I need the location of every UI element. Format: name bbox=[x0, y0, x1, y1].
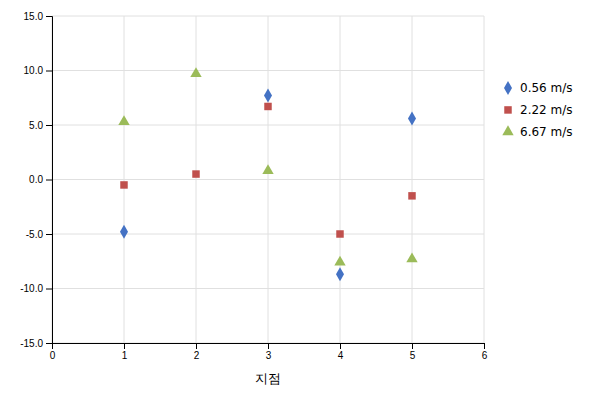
point bbox=[192, 170, 199, 177]
point bbox=[118, 115, 129, 125]
x-tick-label: 3 bbox=[266, 350, 272, 361]
y-tick-mark bbox=[46, 180, 52, 181]
legend-symbol bbox=[504, 106, 511, 113]
point bbox=[334, 256, 345, 266]
y-tick-label: 15.0 bbox=[24, 11, 44, 22]
x-tick-label: 1 bbox=[122, 350, 128, 361]
x-tick-mark bbox=[340, 343, 341, 349]
y-tick-label: -15.0 bbox=[20, 338, 43, 349]
y-axis: -15.0 -10.0 -5.0 0.0 5.0 10.0 15.0 bbox=[20, 11, 52, 349]
point bbox=[406, 253, 417, 263]
x-tick: 5 bbox=[410, 343, 416, 361]
grid-line-y bbox=[52, 179, 484, 180]
y-tick: -10.0 bbox=[20, 283, 52, 294]
legend-symbol bbox=[504, 81, 512, 95]
legend: 0.56 m/s 2.22 m/s 6.67 m/s bbox=[502, 81, 572, 139]
x-tick: 2 bbox=[194, 343, 200, 361]
series bbox=[120, 103, 415, 238]
y-axis-line bbox=[46, 17, 53, 344]
x-tick-label: 2 bbox=[194, 350, 200, 361]
y-tick-mark bbox=[46, 125, 52, 126]
y-tick-label: 0.0 bbox=[29, 174, 43, 185]
grid-line-y bbox=[52, 70, 484, 71]
x-tick-mark bbox=[196, 343, 197, 349]
point bbox=[336, 267, 344, 281]
legend-label: 6.67 m/s bbox=[520, 125, 573, 139]
y-tick-mark bbox=[46, 343, 52, 344]
legend-item: 2.22 m/s bbox=[504, 103, 572, 117]
legend-symbol bbox=[502, 125, 513, 135]
x-tick: 1 bbox=[122, 343, 128, 361]
x-tick: 3 bbox=[266, 343, 272, 361]
point bbox=[190, 67, 201, 77]
x-tick-mark bbox=[412, 343, 413, 349]
y-tick-mark bbox=[46, 289, 52, 290]
x-tick: 0 bbox=[50, 343, 56, 361]
x-tick-label: 5 bbox=[410, 350, 416, 361]
y-tick: 10.0 bbox=[24, 65, 52, 76]
x-tick-label: 0 bbox=[50, 350, 56, 361]
x-tick-label: 4 bbox=[338, 350, 344, 361]
point bbox=[262, 164, 273, 174]
point bbox=[120, 181, 127, 188]
legend-label: 2.22 m/s bbox=[520, 103, 573, 117]
y-tick-mark bbox=[46, 16, 52, 17]
plot: 0 1 2 3 4 5 6 -15.0 -10.0 -5.0 0.0 5.0 10.0 15.0 지점 bbox=[20, 11, 488, 386]
point bbox=[120, 225, 128, 239]
x-tick-mark bbox=[268, 343, 269, 349]
x-tick-label: 6 bbox=[482, 350, 488, 361]
x-tick-mark bbox=[484, 343, 485, 349]
y-tick-mark bbox=[46, 71, 52, 72]
point bbox=[264, 89, 272, 103]
point bbox=[408, 192, 415, 199]
x-axis-title: 지점 bbox=[255, 371, 281, 386]
grid-line-y bbox=[52, 16, 484, 17]
series bbox=[120, 89, 416, 282]
legend-item: 0.56 m/s bbox=[504, 81, 573, 95]
y-tick: -5.0 bbox=[26, 229, 52, 240]
y-tick: -15.0 bbox=[20, 338, 52, 349]
y-tick: 5.0 bbox=[29, 120, 52, 131]
grid-line-y bbox=[52, 125, 484, 126]
y-tick-label: -5.0 bbox=[26, 229, 44, 240]
x-tick: 6 bbox=[482, 343, 488, 361]
point bbox=[408, 111, 416, 125]
series bbox=[118, 67, 417, 265]
x-axis: 0 1 2 3 4 5 6 bbox=[50, 343, 488, 361]
y-tick: 0.0 bbox=[29, 174, 52, 185]
points bbox=[118, 67, 417, 281]
grid-line-y bbox=[52, 288, 484, 289]
chart: 0 1 2 3 4 5 6 -15.0 -10.0 -5.0 0.0 5.0 10.0 15.0 지점 0.5… bbox=[0, 0, 604, 395]
point bbox=[336, 230, 343, 237]
grid bbox=[52, 16, 484, 343]
x-tick: 4 bbox=[338, 343, 344, 361]
grid-line-y bbox=[52, 234, 484, 235]
y-tick-label: -10.0 bbox=[20, 283, 43, 294]
y-tick: 15.0 bbox=[24, 11, 52, 22]
legend-label: 0.56 m/s bbox=[520, 81, 573, 95]
x-axis-line bbox=[53, 344, 485, 350]
y-tick-mark bbox=[46, 234, 52, 235]
x-tick-mark bbox=[124, 343, 125, 349]
point bbox=[264, 103, 271, 110]
y-tick-label: 10.0 bbox=[24, 65, 44, 76]
y-tick-label: 5.0 bbox=[29, 120, 43, 131]
legend-item: 6.67 m/s bbox=[502, 125, 572, 139]
